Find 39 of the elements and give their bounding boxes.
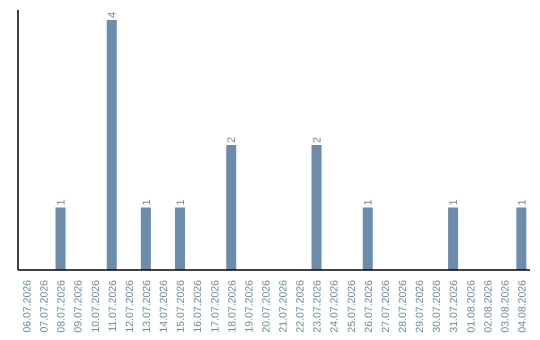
x-tick-label: 12.07.2026 xyxy=(124,280,136,333)
x-tick-label: 10.07.2026 xyxy=(90,280,102,333)
data-label: 1 xyxy=(56,199,68,206)
x-tick-label: 20.07.2026 xyxy=(260,280,272,333)
x-tick-label: 23.07.2026 xyxy=(312,280,324,333)
data-label: 1 xyxy=(175,199,188,206)
data-label: 2 xyxy=(226,136,238,143)
x-tick-label: 26.07.2026 xyxy=(362,280,375,333)
x-tick-label: 11.07.2026 xyxy=(106,280,119,332)
x-tick-label: 03.08.2026 xyxy=(499,280,512,333)
x-tick-label: 02.08.2026 xyxy=(482,280,494,333)
x-tick-label: 07.07.2026 xyxy=(38,280,51,333)
x-tick-label: 18.07.2026 xyxy=(226,280,238,333)
x-tick-label: 19.07.2026 xyxy=(243,280,256,333)
x-tick-label: 31.07.2026 xyxy=(448,280,460,333)
x-tick-label: 16.07.2026 xyxy=(192,280,204,333)
x-tick-label: 21.07.2026 xyxy=(278,280,290,333)
x-tick-label: 22.07.2026 xyxy=(294,280,307,333)
x-tick-label: 09.07.2026 xyxy=(72,280,85,333)
x-tick-label: 30.07.2026 xyxy=(431,280,444,333)
x-tick-label: 04.08.2026 xyxy=(516,280,528,333)
x-tick-label: 28.07.2026 xyxy=(397,280,409,333)
x-tick-label: 29.07.2026 xyxy=(414,280,426,333)
data-label: 2 xyxy=(312,136,324,143)
x-tick-label: 15.07.2026 xyxy=(175,280,188,333)
x-tick-label: 14.07.2026 xyxy=(158,280,170,333)
data-label: 1 xyxy=(362,199,375,206)
x-tick-label: 06.07.2026 xyxy=(22,280,34,333)
data-label: 1 xyxy=(448,199,460,206)
data-label: 1 xyxy=(516,199,528,206)
x-tick-label: 01.08.2026 xyxy=(465,280,478,333)
x-tick-label: 25.07.2026 xyxy=(346,280,358,333)
x-tick-label: 24.07.2026 xyxy=(328,280,341,333)
x-tick-label: 17.07.2026 xyxy=(209,280,222,333)
data-label: 1 xyxy=(140,199,153,206)
x-tick-label: 27.07.2026 xyxy=(380,280,392,333)
data-label: 4 xyxy=(106,12,119,18)
x-tick-label: 08.07.2026 xyxy=(56,280,68,333)
x-tick-label: 13.07.2026 xyxy=(141,280,153,333)
